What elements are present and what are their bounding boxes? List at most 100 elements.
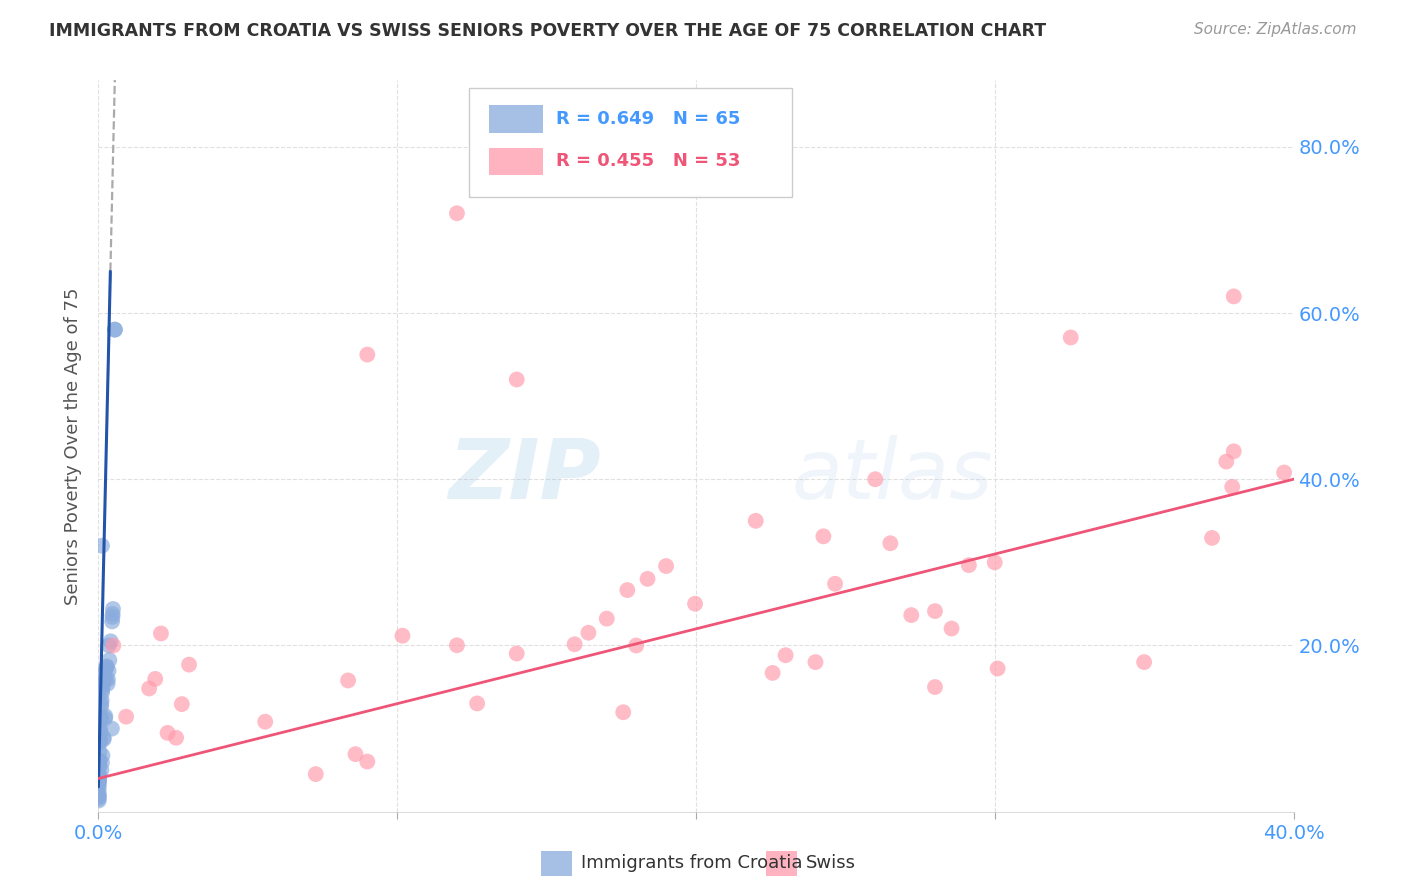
Point <box>89 734 111 748</box>
Point <box>101 602 124 616</box>
Point <box>89 745 111 759</box>
Point <box>987 661 1010 675</box>
Point <box>90 693 112 707</box>
Point <box>89 723 111 738</box>
Point <box>1201 531 1223 545</box>
Point <box>94 711 117 725</box>
Point <box>89 753 111 767</box>
Point <box>89 731 111 746</box>
Point <box>93 668 115 682</box>
Point <box>89 735 111 749</box>
Point <box>1223 289 1246 303</box>
Point <box>824 576 846 591</box>
Point <box>941 622 963 636</box>
Point <box>775 648 797 663</box>
Point <box>564 637 586 651</box>
Point <box>149 626 172 640</box>
Point <box>101 610 124 624</box>
Point <box>104 323 127 337</box>
Point <box>683 597 706 611</box>
Y-axis label: Seniors Poverty Over the Age of 75: Seniors Poverty Over the Age of 75 <box>65 287 83 605</box>
Point <box>344 747 367 761</box>
Point <box>745 514 768 528</box>
Text: R = 0.455   N = 53: R = 0.455 N = 53 <box>557 153 741 170</box>
Point <box>900 608 922 623</box>
Point <box>637 572 659 586</box>
Point <box>138 681 160 696</box>
Point <box>87 771 110 785</box>
Point <box>87 777 110 791</box>
Point <box>804 655 827 669</box>
Point <box>87 791 110 805</box>
Point <box>143 672 166 686</box>
Point <box>96 659 118 673</box>
Point <box>93 732 115 747</box>
Point <box>87 772 110 787</box>
Point <box>96 660 118 674</box>
Point <box>89 755 111 769</box>
Point <box>115 709 138 723</box>
Point <box>87 779 110 793</box>
Text: atlas: atlas <box>792 434 993 516</box>
Point <box>90 763 112 777</box>
Point <box>612 705 634 719</box>
Point <box>91 682 114 697</box>
Point <box>87 789 110 804</box>
Point <box>91 679 114 693</box>
Point <box>337 673 360 688</box>
Point <box>1220 480 1243 494</box>
Point <box>97 676 120 690</box>
Point <box>165 731 187 745</box>
Point <box>89 723 111 737</box>
Point <box>90 710 112 724</box>
Point <box>87 782 110 797</box>
Point <box>97 673 120 687</box>
Point <box>813 529 835 543</box>
Point <box>90 710 112 724</box>
Point <box>1060 330 1083 344</box>
FancyBboxPatch shape <box>489 147 543 176</box>
Point <box>89 756 111 770</box>
Point <box>254 714 277 729</box>
FancyBboxPatch shape <box>489 105 543 133</box>
Point <box>98 653 121 667</box>
Point <box>879 536 901 550</box>
Point <box>984 555 1007 569</box>
Point <box>87 766 110 780</box>
Point <box>865 472 887 486</box>
Point <box>446 638 468 652</box>
Point <box>356 347 378 362</box>
Text: ZIP: ZIP <box>447 434 600 516</box>
Point <box>87 774 110 789</box>
Point <box>506 372 529 386</box>
Point <box>576 625 599 640</box>
Text: Source: ZipAtlas.com: Source: ZipAtlas.com <box>1194 22 1357 37</box>
Point <box>97 639 120 653</box>
Point <box>94 662 117 676</box>
Point <box>94 672 117 686</box>
Text: IMMIGRANTS FROM CROATIA VS SWISS SENIORS POVERTY OVER THE AGE OF 75 CORRELATION : IMMIGRANTS FROM CROATIA VS SWISS SENIORS… <box>49 22 1046 40</box>
Point <box>465 697 488 711</box>
Text: Swiss: Swiss <box>806 855 856 872</box>
Point <box>87 768 110 782</box>
Point <box>924 680 946 694</box>
Text: R = 0.649   N = 65: R = 0.649 N = 65 <box>557 110 741 128</box>
Point <box>957 558 980 573</box>
Point <box>87 787 110 801</box>
Text: Immigrants from Croatia: Immigrants from Croatia <box>581 855 803 872</box>
Point <box>89 726 111 740</box>
Point <box>91 673 114 688</box>
Point <box>104 323 127 337</box>
Point <box>101 722 124 736</box>
Point <box>596 612 619 626</box>
Point <box>1133 655 1156 669</box>
Point <box>90 711 112 725</box>
Point <box>1215 454 1237 468</box>
Point <box>391 629 413 643</box>
Point <box>177 657 200 672</box>
Point <box>446 206 468 220</box>
Point <box>90 713 112 727</box>
Point <box>87 774 110 789</box>
Point <box>924 604 946 618</box>
Point <box>87 788 110 802</box>
